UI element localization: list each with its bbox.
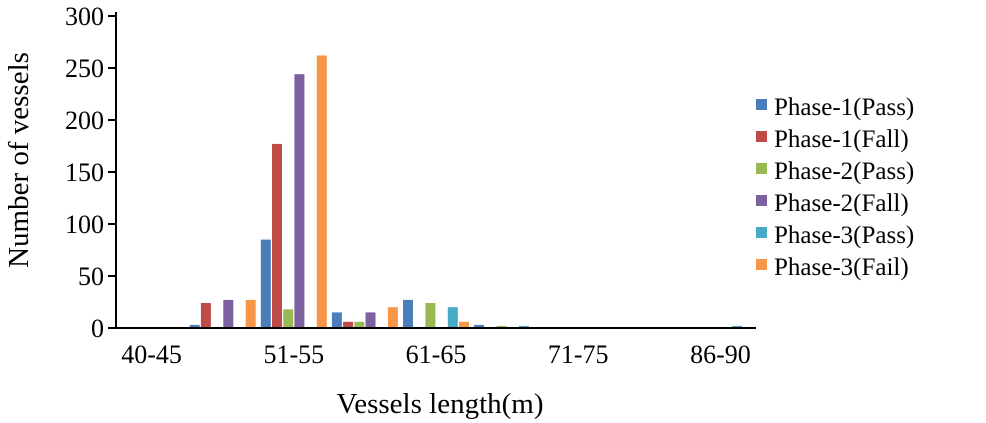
x-tick-label: 61-65 [406,340,467,369]
legend-swatch [756,163,767,174]
bar-5-1 [245,299,256,328]
bar-2-4 [425,303,436,328]
bar-0-4 [403,299,413,328]
y-ticks: 0 50 100 150 200 250 300 [65,2,116,343]
bar-1-1 [200,303,211,328]
legend-label: Phase-3(Pass) [774,222,914,249]
legend-label: Phase-2(Pass) [774,158,914,185]
y-tick-label: 0 [91,314,104,343]
legend-label: Phase-3(Fail) [774,254,909,281]
y-tick-label: 300 [65,2,104,31]
bar-0-2 [260,239,271,328]
bar-3-1 [223,299,234,328]
legend-label: Phase-2(Fall) [774,190,909,217]
x-axis-title: Vessels length(m) [337,388,544,420]
y-axis-title: Number of vessels [3,52,35,268]
x-ticks: 40-45 51-55 61-65 71-75 86-90 [121,340,751,369]
bar-4-8 [732,325,743,328]
x-tick-label: 71-75 [548,340,609,369]
y-tick-label: 250 [65,54,104,83]
x-tick-label: 51-55 [263,340,324,369]
bar-0-5 [474,324,485,328]
legend-swatch [756,259,767,270]
bar-4-4 [447,307,458,328]
bar-2-3 [354,321,365,328]
bar-1-2 [272,143,282,328]
plot-area [152,55,743,328]
bar-2-2 [283,309,294,328]
y-tick-label: 200 [65,106,104,135]
y-tick-label: 100 [65,210,104,239]
y-tick-label: 150 [65,158,104,187]
bar-5-4 [459,321,469,328]
legend: Phase-1(Pass) Phase-1(Fall) Phase-2(Pass) P… [756,94,914,281]
legend-swatch [756,227,767,238]
bar-0-1 [189,324,200,328]
legend-label: Phase-1(Pass) [774,94,914,121]
bar-3-3 [365,312,376,328]
bar-1-3 [343,321,354,328]
legend-swatch [756,99,767,110]
bar-5-2 [316,55,327,328]
bar-4-5 [518,325,529,328]
x-tick-label: 86-90 [690,340,751,369]
bar-3-2 [294,74,305,328]
legend-label: Phase-1(Fall) [774,126,909,153]
bar-5-3 [387,307,398,328]
bar-2-5 [496,325,507,328]
legend-swatch [756,195,767,206]
bar-0-3 [331,312,342,328]
legend-swatch [756,131,767,142]
y-tick-label: 50 [78,262,104,291]
x-tick-label: 40-45 [121,340,182,369]
